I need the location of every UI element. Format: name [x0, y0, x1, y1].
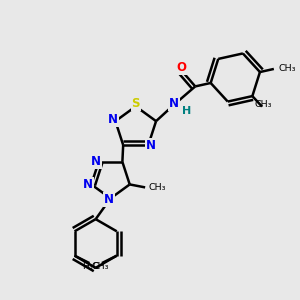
- Text: CH₃: CH₃: [255, 100, 272, 109]
- Text: N: N: [169, 97, 179, 110]
- Text: N: N: [91, 155, 101, 168]
- Text: CH₃: CH₃: [92, 262, 109, 272]
- Text: N: N: [146, 139, 156, 152]
- Text: N: N: [104, 194, 114, 206]
- Text: S: S: [131, 97, 140, 110]
- Text: N: N: [83, 178, 93, 191]
- Text: N: N: [108, 113, 118, 126]
- Text: CH₃: CH₃: [278, 64, 296, 74]
- Text: O: O: [176, 61, 186, 74]
- Text: CH₃: CH₃: [149, 183, 166, 192]
- Text: H₃C: H₃C: [82, 262, 100, 272]
- Text: H: H: [182, 106, 191, 116]
